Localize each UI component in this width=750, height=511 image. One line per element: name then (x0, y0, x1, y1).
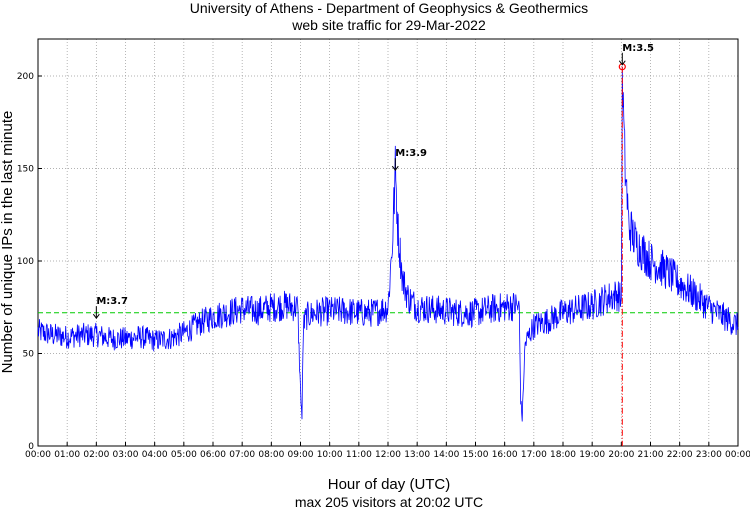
y-axis-label: Number of unique IPs in the last minute (0, 111, 16, 374)
x-axis-ticks: 00:00 01:00 02:00 03:00 04:00 05:00 06:00 07:00… (25, 442, 750, 460)
x-tick-label: 18:00 (550, 450, 576, 460)
annotation-label: M:3.5 (622, 43, 654, 54)
y-tick-label: 50 (23, 350, 35, 360)
annotation-label: M:3.9 (395, 148, 427, 159)
x-tick-label: 12:00 (375, 450, 401, 460)
y-axis-ticks: 0 50 100 150 200 (17, 72, 42, 452)
x-axis-label: Hour of day (UTC) (328, 476, 451, 493)
y-tick-label: 150 (17, 165, 34, 175)
annotation: M:3.9 (391, 148, 427, 172)
x-tick-label: 15:00 (463, 450, 489, 460)
x-tick-label: 07:00 (229, 450, 255, 460)
annotation-arrow-head (391, 165, 399, 172)
annotation: M:3.5 (618, 43, 654, 66)
chart-title: University of Athens - Department of Geo… (190, 0, 588, 16)
x-tick-label: 02:00 (83, 450, 109, 460)
x-tick-label: 04:00 (142, 450, 168, 460)
annotation-arrow-head (92, 313, 100, 320)
x-tick-label: 08:00 (258, 450, 284, 460)
x-tick-label: 22:00 (667, 450, 693, 460)
annotation-arrow-head (618, 60, 626, 66)
traffic-series-line (37, 66, 739, 422)
x-tick-label: 01:00 (54, 450, 80, 460)
y-tick-label: 0 (28, 442, 34, 452)
x-tick-label: 16:00 (492, 450, 518, 460)
annotation-label: M:3.7 (96, 296, 128, 307)
x-tick-label: 19:00 (579, 450, 605, 460)
x-tick-label: 05:00 (171, 450, 197, 460)
x-tick-label: 03:00 (113, 450, 139, 460)
x-tick-label: 11:00 (346, 450, 372, 460)
y-tick-label: 100 (17, 257, 34, 267)
annotation: M:3.7 (92, 296, 128, 320)
x-tick-label: 00:00 (25, 450, 51, 460)
x-tick-label: 10:00 (317, 450, 343, 460)
x-tick-label: 20:00 (608, 450, 634, 460)
x-tick-label: 06:00 (200, 450, 226, 460)
grid (38, 39, 738, 446)
max-visitors-note: max 205 visitors at 20:02 UTC (295, 494, 483, 510)
x-tick-label: 23:00 (696, 450, 722, 460)
y-tick-label: 200 (17, 72, 34, 82)
x-tick-label: 21:00 (638, 450, 664, 460)
earthquake-annotations: M:3.7 M:3.9 M:3.5 (92, 43, 654, 320)
x-tick-label: 14:00 (433, 450, 459, 460)
x-tick-label: 00:00 (725, 450, 750, 460)
chart-subtitle: web site traffic for 29-Mar-2022 (291, 17, 486, 33)
x-tick-label: 09:00 (288, 450, 314, 460)
x-tick-label: 17:00 (521, 450, 547, 460)
x-tick-label: 13:00 (404, 450, 430, 460)
